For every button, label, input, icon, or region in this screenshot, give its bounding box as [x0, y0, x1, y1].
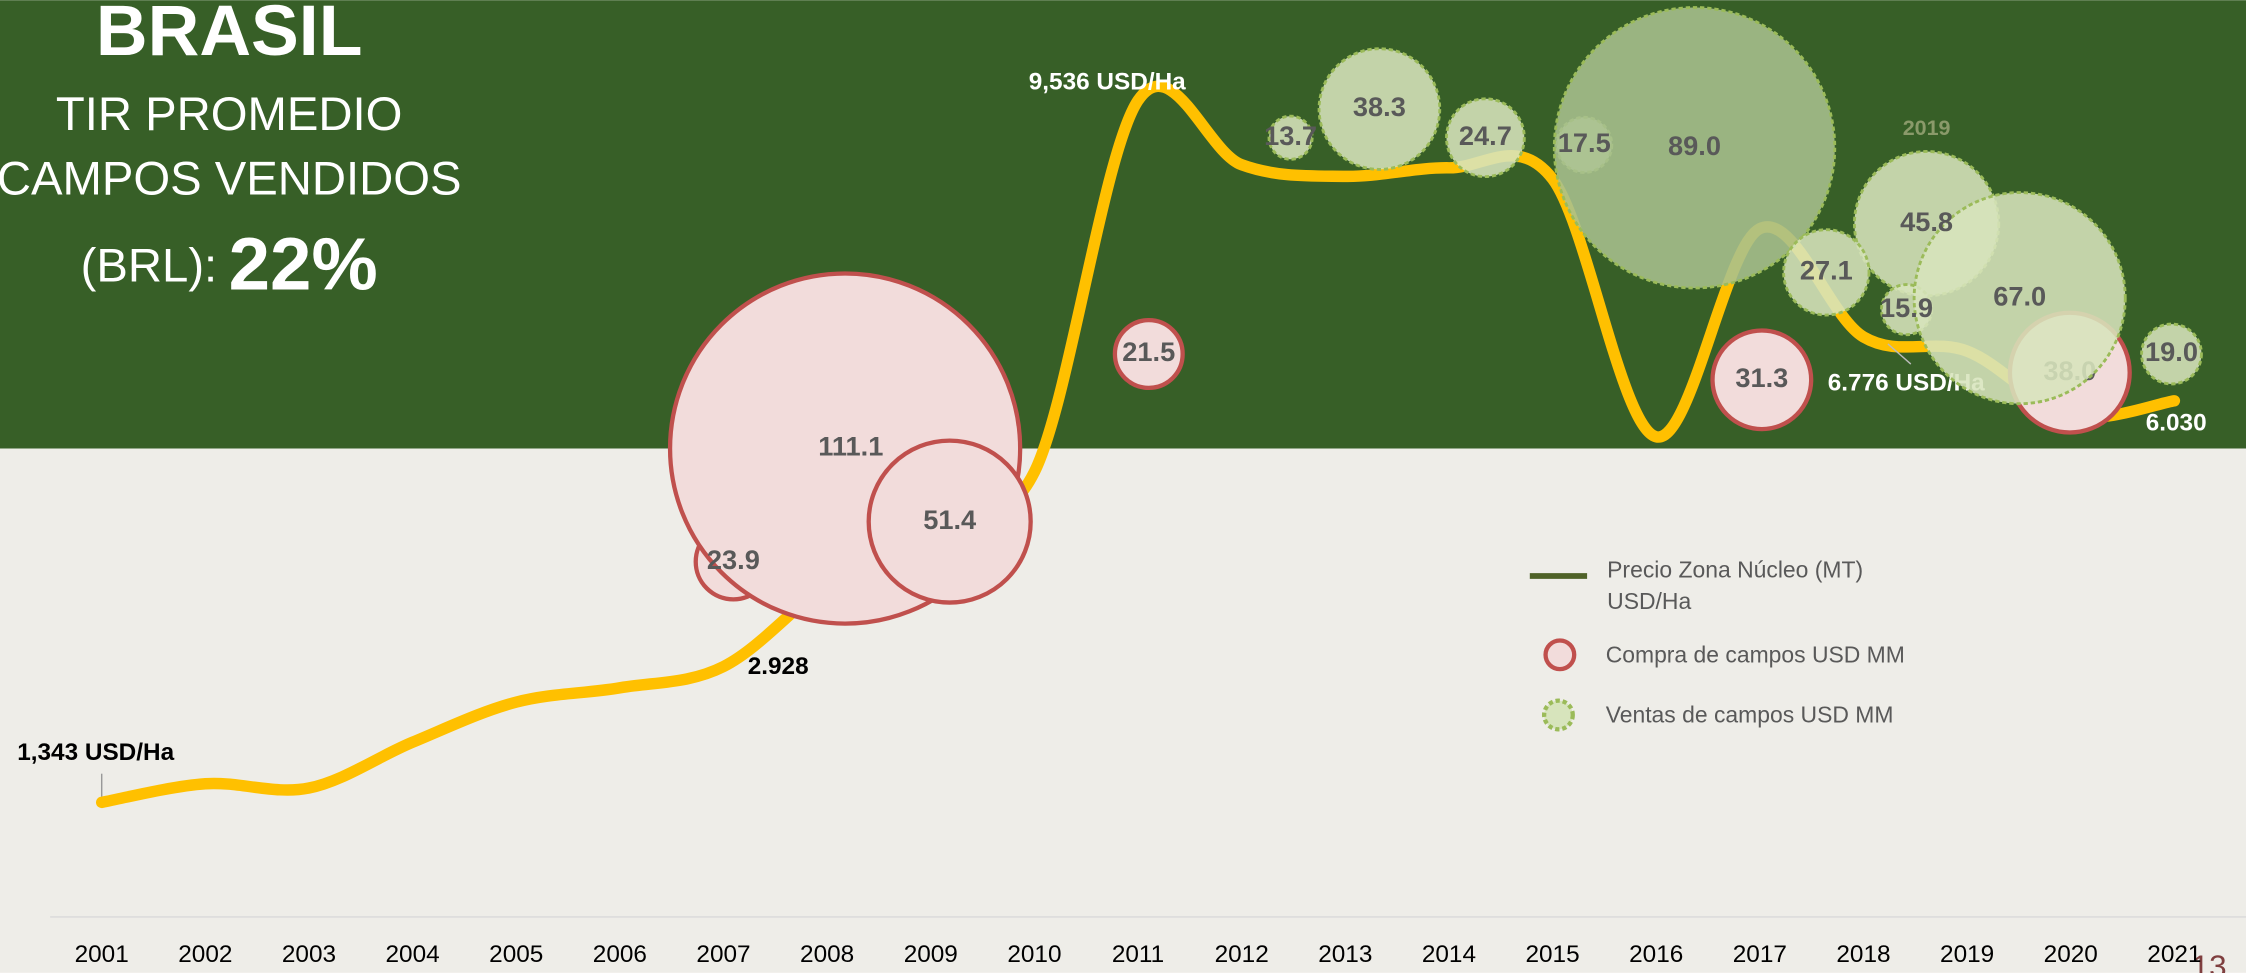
metric-value: 22%	[229, 222, 378, 305]
bubble	[1552, 6, 1837, 290]
bubble-label: 111.1	[818, 431, 883, 462]
bubble-label: 38.3	[1353, 91, 1406, 122]
legend-swatch	[1541, 698, 1575, 732]
x-tick-label: 2002	[178, 941, 232, 968]
bubble	[1445, 97, 1526, 179]
x-tick-label: 2006	[593, 941, 647, 968]
price-label: 2.928	[748, 653, 809, 680]
bubble-label: 17.5	[1558, 127, 1611, 158]
legend-swatch	[1543, 638, 1577, 672]
x-tick-label: 2018	[1836, 941, 1890, 968]
x-tick-label: 2007	[696, 941, 750, 968]
title: BRASIL	[96, 0, 363, 71]
bottom-band	[0, 448, 2246, 973]
x-tick-label: 2001	[75, 941, 129, 968]
x-tick-label: 2003	[282, 941, 336, 968]
bubble-label: 21.5	[1122, 336, 1175, 367]
x-tick-label: 2017	[1733, 941, 1787, 968]
legend-label: Ventas de campos USD MM	[1606, 701, 1894, 727]
subtitle: TIR PROMEDIO	[56, 88, 403, 141]
bubble	[1317, 47, 1442, 171]
x-tick-label: 2019	[1940, 941, 1994, 968]
annotation: 2019	[1903, 116, 1951, 140]
bubble	[2140, 322, 2203, 386]
x-tick-label: 2020	[2044, 941, 2098, 968]
bubble	[1267, 114, 1314, 161]
x-tick-label: 2014	[1422, 941, 1476, 968]
bubble	[1112, 317, 1185, 391]
x-tick-label: 2009	[904, 941, 958, 968]
label-pointer	[1887, 343, 1912, 365]
bubble-label: 89.0	[1668, 130, 1721, 161]
page-number: 13	[2192, 948, 2227, 973]
bubble-label: 45.8	[1900, 206, 1953, 237]
bubble-label: 23.9	[707, 544, 760, 575]
x-tick-label: 2015	[1525, 941, 1579, 968]
bubble-label: 24.7	[1459, 120, 1512, 151]
x-tick-label: 2021	[2147, 941, 2201, 968]
bubble	[1782, 228, 1871, 317]
metric-label: (BRL):	[81, 240, 218, 293]
bubble-label: 51.4	[923, 504, 976, 535]
bubble-label: 15.9	[1880, 292, 1933, 323]
x-tick-label: 2008	[800, 941, 854, 968]
price-label: 1,343 USD/Ha	[17, 739, 174, 766]
x-tick-label: 2010	[1007, 941, 1061, 968]
bubble	[1912, 191, 2127, 406]
legend-item: Precio Zona Núcleo (MT) USD/Ha	[1607, 558, 1864, 615]
x-tick-label: 2005	[489, 941, 543, 968]
subtitle: CAMPOS VENDIDOS	[0, 153, 462, 206]
x-tick-label: 2016	[1629, 941, 1683, 968]
x-tick-label: 2004	[386, 941, 440, 968]
bubble	[1710, 328, 1814, 432]
bubble-label: 13.7	[1264, 120, 1317, 151]
bubble	[866, 438, 1033, 605]
legend-label: Compra de campos USD MM	[1606, 641, 1905, 667]
bubble-label: 31.3	[1735, 362, 1788, 393]
x-tick-label: 2011	[1112, 941, 1164, 968]
price-label: 9,536 USD/Ha	[1029, 69, 1186, 96]
bubble-label: 67.0	[1993, 280, 2046, 311]
price-label: 6.030	[2146, 410, 2207, 437]
x-tick-label: 2013	[1318, 941, 1372, 968]
bubble-label: 19.0	[2145, 336, 2198, 367]
legend-label: Precio Zona Núcleo (MT) USD/Ha	[1607, 558, 1864, 615]
metric: (BRL): 22%	[81, 222, 378, 305]
bubble-label: 27.1	[1800, 255, 1853, 286]
x-tick-label: 2012	[1215, 941, 1269, 968]
